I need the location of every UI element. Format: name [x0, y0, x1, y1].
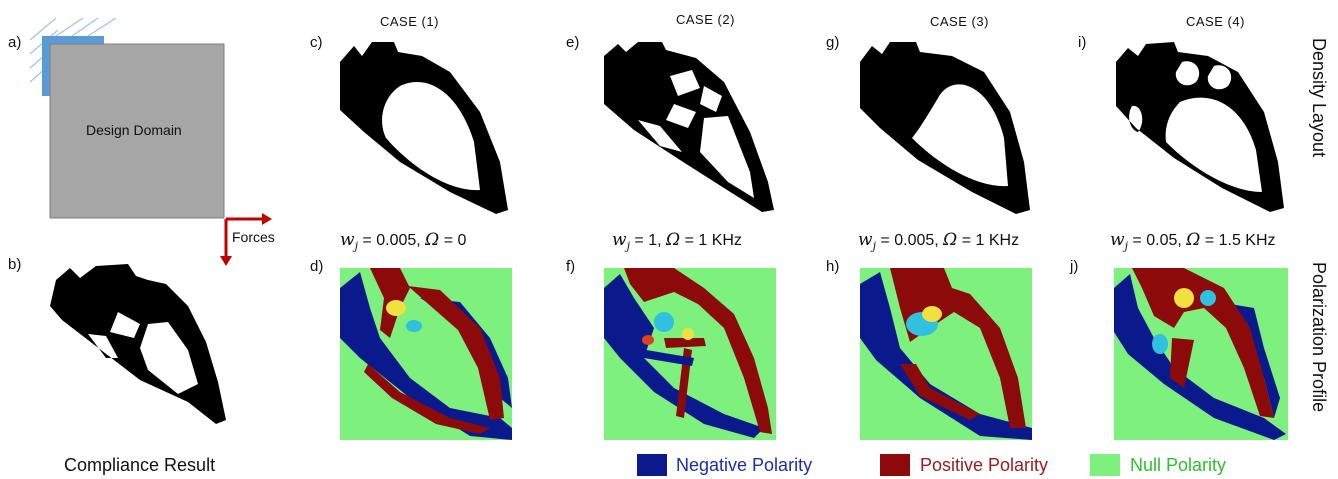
case-title-2: CASE (2): [676, 12, 735, 27]
panel-label-g: g): [826, 34, 840, 51]
panel-label-e: e): [566, 34, 580, 51]
param-case-1: wj = 0.005, Ω = 0: [340, 230, 467, 253]
design-domain-square: [49, 43, 225, 219]
polarization-case-1: [340, 268, 512, 440]
forces-label: Forces: [232, 229, 275, 245]
support-vertical: [42, 36, 50, 96]
density-case-3: [860, 42, 1030, 214]
panel-label-b: b): [8, 256, 22, 273]
polarization-case-3: [860, 268, 1032, 440]
panel-label-c: c): [310, 34, 323, 51]
compliance-label: Compliance Result: [64, 455, 216, 475]
density-case-4: [1116, 42, 1284, 212]
panel-label-j: j): [1070, 258, 1079, 275]
panel-label-i: i): [1078, 34, 1087, 51]
support-horizontal: [42, 36, 104, 44]
design-domain-figure: [29, 18, 272, 266]
legend-label-negative: Negative Polarity: [676, 455, 813, 475]
density-layout-label: Density Layout: [1309, 38, 1329, 158]
legend-swatch-null: [1090, 454, 1120, 476]
compliance-topology: [50, 264, 226, 424]
panel-label-d: d): [310, 258, 324, 275]
legend-swatch-negative: [637, 454, 667, 476]
force-arrows: [220, 213, 272, 266]
density-case-2: [604, 42, 774, 212]
density-case-1: [340, 42, 508, 214]
param-case-3: wj = 0.005, Ω = 1 KHz: [858, 230, 1020, 253]
legend-label-null: Null Polarity: [1130, 455, 1227, 475]
case-title-1: CASE (1): [380, 14, 439, 29]
legend-swatch-positive: [880, 454, 910, 476]
param-case-4: wj = 0.05, Ω = 1.5 KHz: [1110, 230, 1276, 253]
polarization-case-2: [604, 268, 776, 440]
polarization-profile-label: Polarization Profile: [1309, 262, 1329, 413]
legend-label-positive: Positive Polarity: [920, 455, 1049, 475]
design-domain-label: Design Domain: [86, 122, 182, 138]
polarization-case-4: [1114, 268, 1288, 440]
param-case-2: wj = 1, Ω = 1 KHz: [612, 230, 742, 253]
case-title-3: CASE (3): [930, 14, 989, 29]
panel-label-a: a): [8, 34, 22, 51]
panel-label-h: h): [826, 258, 840, 275]
panel-label-f: f): [566, 258, 576, 275]
case-title-4: CASE (4): [1186, 14, 1245, 29]
